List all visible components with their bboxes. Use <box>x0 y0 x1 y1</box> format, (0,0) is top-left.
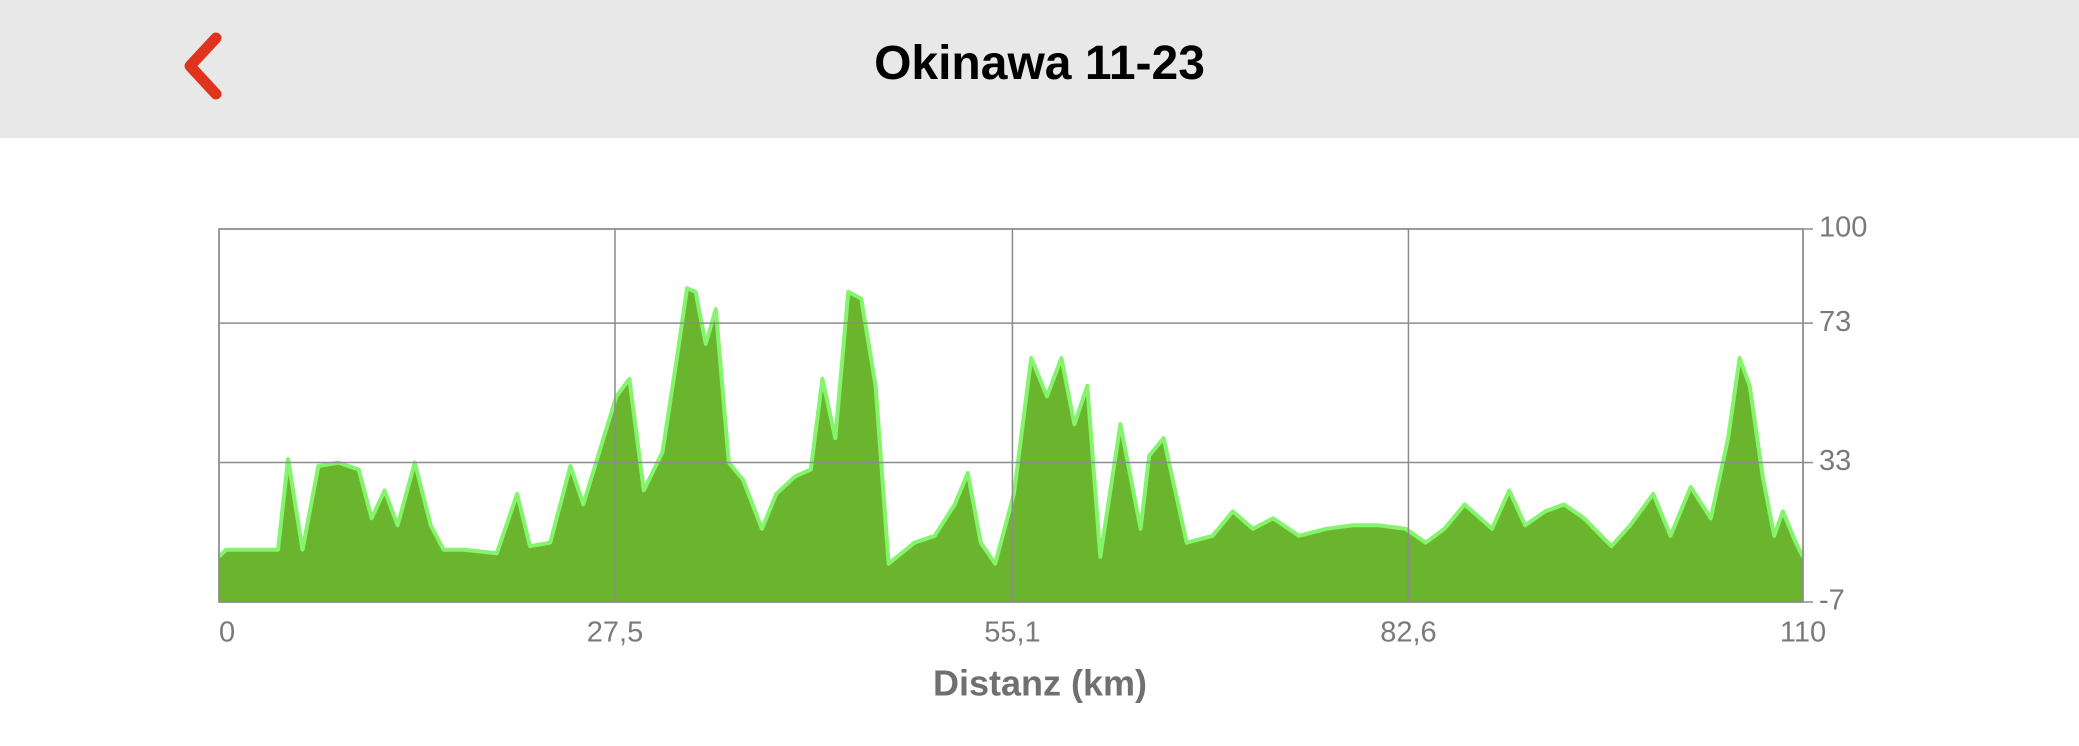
x-axis-label: Distanz (km) <box>933 663 1147 704</box>
x-tick-label: 110 <box>1780 617 1826 649</box>
x-tick-label: 27,5 <box>587 617 643 649</box>
x-tick-label: 82,6 <box>1380 617 1436 649</box>
nav-bar: Okinawa 11-23 <box>0 0 2079 138</box>
y-tick-label: 100 <box>1819 212 1867 244</box>
y-tick-label: 73 <box>1819 306 1851 338</box>
plot-frame <box>218 228 1804 603</box>
area-line <box>217 286 1805 566</box>
area <box>219 288 1803 602</box>
y-tick-label: -7 <box>1819 585 1845 617</box>
x-tick-label: 0 <box>219 617 235 649</box>
back-button[interactable] <box>178 32 228 100</box>
chart: Distanz (km) 100 73 33 -7 0 27,5 55,1 82,6 110 <box>217 212 1867 704</box>
screen-title: Okinawa 11-23 <box>874 37 1205 90</box>
y-tick-label: 33 <box>1819 445 1851 477</box>
x-tick-label: 55,1 <box>984 617 1040 649</box>
